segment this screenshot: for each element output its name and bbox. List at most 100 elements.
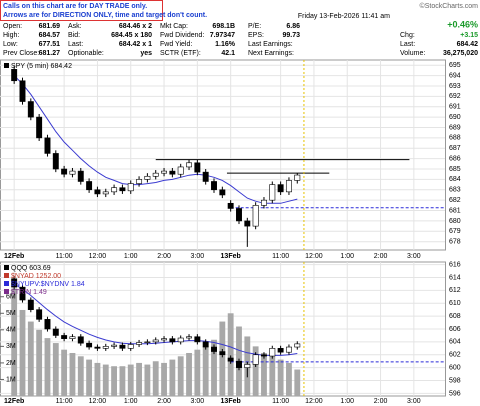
volume-bar [77,356,84,396]
legend-swatch [4,265,9,270]
candle-body [227,357,234,362]
candle-body [36,309,43,320]
x-tick-label: 12Feb [4,253,24,260]
candle-body [127,344,134,349]
candle-body [177,337,184,343]
volume-value: 36,275,020 [443,50,478,57]
volume-bar [269,356,276,396]
candle-body [61,168,68,175]
y-tick-label: 680 [449,218,461,225]
candle-body [211,346,217,352]
volume-bar [152,361,159,396]
candle-body [86,342,93,348]
x-tick-label: 1:00 [124,398,138,405]
x-tick-label: 11:00 [272,398,289,405]
x-tick-label: 11:00 [56,398,73,405]
candle-body [86,181,93,191]
volume-bar [111,366,118,396]
y-tick-label: 687 [449,145,461,152]
x-tick-label: 3:00 [191,398,205,405]
candle-body [219,189,226,196]
candle-body [152,172,159,177]
candle-body [277,348,284,353]
y-tick-label: 600 [449,364,461,371]
quote-label: Last Earnings: [248,41,293,48]
y-tick-label: 692 [449,93,461,100]
volume-tick-label: 2M [6,360,16,367]
legend-label: SPY (5 min) 684.42 [11,63,72,70]
y-tick-label: 681 [449,207,461,214]
candle-body [77,336,84,344]
candle-body [161,170,168,174]
quote-label: EPS: [248,32,264,39]
y-tick-label: 685 [449,166,461,173]
credit: ©StockCharts.com [420,2,479,10]
candle-body [294,174,301,181]
candle-body [77,170,84,182]
y-tick-label: 598 [449,377,461,384]
y-tick-label: 596 [449,390,461,397]
legend-swatch [4,273,9,278]
y-tick-label: 690 [449,114,461,121]
candle-body [94,346,101,349]
candle-body [186,336,192,339]
quote-value: 684.46 x 2 [119,23,152,30]
quote-value: 677.51 [39,41,61,48]
y-tick-label: 683 [449,187,461,194]
candle-body [269,348,276,357]
volume-tick-label: 3M [6,343,16,350]
quote-label: P/E: [248,23,261,30]
volume-bar [36,329,43,396]
candle-body [227,202,234,209]
volume-bar [286,362,292,396]
candle-body [61,335,68,339]
quote-value: 6.86 [286,23,300,30]
y-tick-label: 682 [449,197,461,204]
volume-bar [119,366,126,396]
candle-body [211,181,217,191]
candle-body [294,343,301,348]
candle-body [111,344,118,347]
quote-label: SCTR (ETF): [160,50,201,57]
notice-box [0,0,163,21]
candle-body [11,69,18,82]
y-tick-label: 616 [449,261,461,268]
candle-body [27,101,34,118]
volume-bar [44,338,51,396]
last-value: 684.42 [457,41,479,48]
notice-line: Calls on this chart are for DAY TRADE on… [3,3,147,10]
quote-value: yes [140,50,152,57]
x-tick-label: 2:00 [157,253,171,260]
quote-label: Bid: [68,32,80,39]
candle-body [19,80,26,102]
volume-bar [294,369,301,396]
chg-value: +3.15 [460,32,478,39]
candle-body [202,341,209,348]
quote-value: 681.27 [39,50,61,57]
quote-value: 698.1B [212,23,235,30]
volume-bar [169,359,176,396]
candle-body [285,346,292,353]
y-tick-label: 608 [449,313,461,320]
x-tick-label: 1:00 [340,253,354,260]
quote-label: High: [3,32,19,39]
volume-tick-label: 6M [6,294,16,301]
volume-bar [186,352,192,396]
y-tick-label: 679 [449,228,461,235]
y-tick-label: 689 [449,124,461,131]
volume-tick-label: 1M [6,376,16,383]
volume-bar [219,321,226,396]
x-tick-label: 3:00 [191,253,205,260]
candle-body [111,187,118,193]
candle-body [169,338,176,343]
quote-value: 681.69 [39,23,61,30]
quote-label: Optionable: [68,50,104,57]
x-tick-label: 1:00 [124,253,138,260]
quote-label: Open: [3,23,22,30]
candle-body [236,360,242,368]
y-tick-label: 602 [449,352,461,359]
candle-body [152,339,159,343]
volume-bar [177,356,184,396]
candle-body [261,354,267,357]
